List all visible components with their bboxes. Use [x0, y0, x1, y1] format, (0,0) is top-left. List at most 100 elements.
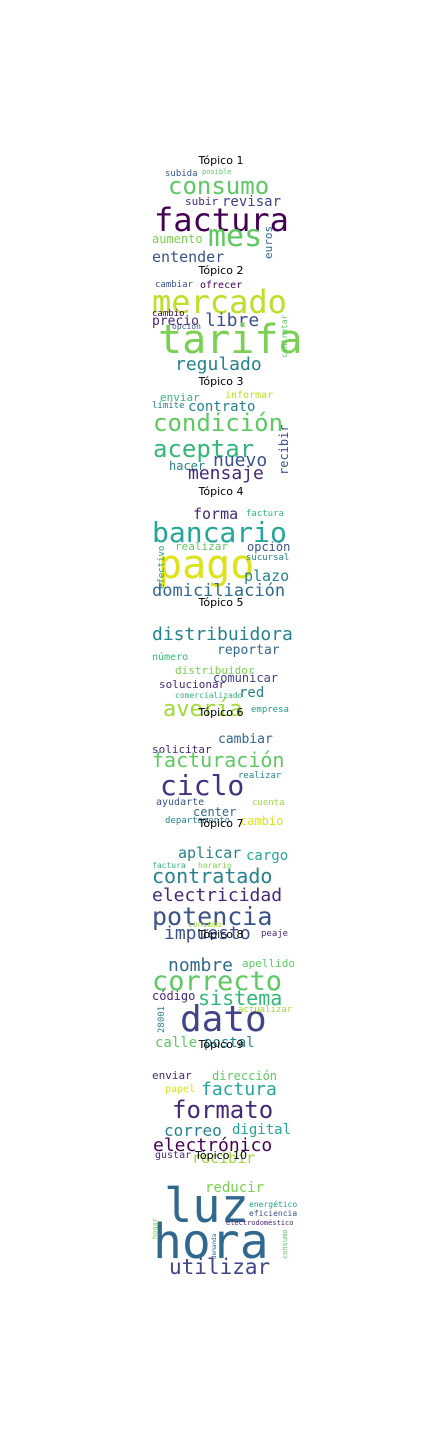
cloud-word: consumo — [188, 920, 222, 929]
cloud-word: utilizar — [169, 1255, 271, 1279]
cloud-word: facturación — [152, 748, 285, 772]
cloud-word: recibir — [277, 424, 291, 475]
cloud-word: solucionar — [159, 678, 226, 691]
cloud-word: calle — [155, 1035, 198, 1051]
topic-title: Tópico 3 — [198, 375, 244, 388]
topic-title: Tópico 10 — [195, 1149, 247, 1162]
cloud-word: mes — [208, 219, 263, 254]
cloud-word: gustar — [155, 1150, 192, 1161]
cloud-word: nuevo — [213, 450, 268, 471]
cloud-word: nombre — [168, 955, 234, 976]
cloud-word: hora — [153, 1214, 269, 1270]
cloud-word: enviar — [152, 1069, 192, 1082]
cloud-word: consumo — [168, 172, 270, 200]
cloud-word: aumento — [152, 232, 203, 246]
topic-title: Tópico 5 — [198, 596, 244, 609]
cloud-word: hacer — [169, 459, 206, 473]
cloud-word: impuesto — [164, 923, 251, 944]
cloud-word: forma — [193, 505, 239, 523]
cloud-word: reducir — [205, 1180, 265, 1196]
cloud-word: sistema — [198, 986, 283, 1010]
cloud-word: sucursal — [246, 553, 290, 563]
cloud-word: comercializado — [175, 691, 243, 700]
cloud-word: número — [152, 652, 189, 663]
cloud-word: solicitar — [152, 743, 212, 756]
cloud-word: subida — [165, 169, 198, 179]
topic-cloud-10: Tópico 10 reducir luz energético eficiencia e… — [150, 1149, 297, 1278]
topic-title: Tópico 1 — [198, 154, 244, 167]
cloud-word: recibir — [192, 1149, 256, 1167]
cloud-word: factura — [246, 509, 284, 519]
cloud-word: reportar — [217, 643, 280, 658]
cloud-word: potencia — [152, 902, 273, 931]
cloud-word: cambiar — [218, 732, 273, 747]
cloud-word: aceptar — [153, 435, 255, 463]
topic-cloud-5: Tópico 5 distribuidora reportar número distr… — [150, 596, 293, 722]
cloud-word: energético — [249, 1200, 298, 1209]
topic-title: Tópico 7 — [198, 817, 244, 830]
cloud-word: correcto — [152, 966, 283, 997]
cloud-word: condición — [153, 409, 284, 437]
cloud-word: digital — [232, 1122, 292, 1138]
cloud-word: peaje — [261, 929, 289, 939]
cloud-word: apellido — [242, 957, 295, 970]
cloud-word: cargo — [246, 848, 289, 864]
cloud-word: distribuidora — [152, 624, 293, 645]
cloud-word: límite — [152, 401, 185, 411]
cloud-word: informar — [225, 390, 274, 401]
cloud-word: departamento — [165, 816, 231, 826]
cloud-word: empresa — [251, 705, 289, 715]
cloud-word: 28001 — [157, 1005, 167, 1033]
cloud-word: horario — [198, 861, 232, 870]
cloud-word: opción — [172, 322, 201, 331]
topic-cloud-1: Tópico 1 subida posible consumo subir revisar… — [150, 154, 292, 276]
topic-cloud-6: Tópico 6 cambiar solicitar facturación ciclo… — [150, 706, 292, 828]
cloud-word: plazo — [244, 567, 290, 585]
topic-title: Tópico 9 — [198, 1038, 244, 1051]
cloud-word: cambio — [240, 814, 284, 828]
cloud-word: código — [152, 989, 196, 1003]
cloud-word: actualizar — [238, 1005, 293, 1015]
cloud-word: electrodoméstico — [226, 1219, 294, 1227]
cloud-word: avería — [163, 697, 243, 722]
cloud-word: luz — [164, 1179, 249, 1234]
cloud-word: contrato — [188, 399, 256, 415]
cloud-word: domiciliación — [152, 581, 286, 601]
topic-title: Tópico 2 — [198, 264, 244, 277]
topic-cloud-2: Tópico 2 cambiar ofrecer mercado cambio preci… — [150, 264, 303, 386]
cloud-word: papel — [165, 1084, 196, 1095]
cloud-word: libre — [205, 310, 260, 331]
topic-cloud-8: Tópico 8 nombre apellido correcto sistema cód… — [150, 928, 295, 1051]
cloud-word: cuenta — [252, 798, 285, 808]
cloud-word: ayudarte — [156, 797, 205, 808]
cloud-word: correo — [164, 1121, 222, 1140]
cloud-word: entender — [152, 248, 225, 266]
cloud-word: bancario — [152, 516, 287, 549]
cloud-word: aplicar — [178, 844, 242, 862]
topic-title: Tópico 6 — [198, 706, 244, 719]
cloud-word: mercado — [152, 283, 287, 321]
topic-cloud-9: Tópico 9 enviar dirección papel factura forma… — [150, 1038, 292, 1166]
cloud-word: precio — [152, 314, 199, 329]
cloud-word: cambio — [152, 309, 185, 319]
topic-cloud-7: Tópico 7 aplicar cargo factura horario contra… — [150, 817, 292, 943]
cloud-word: distribuidor — [175, 664, 255, 677]
cloud-word: ofrecer — [200, 280, 243, 291]
cloud-word: tarifa — [158, 317, 303, 363]
cloud-word: consumo — [281, 1229, 289, 1259]
cloud-word: pago — [158, 542, 255, 588]
cloud-word: contratar — [280, 314, 289, 358]
cloud-word: factura — [154, 201, 289, 239]
cloud-word: factura — [152, 861, 186, 870]
cloud-word: posible — [202, 168, 232, 176]
topic-cloud-4: Tópico 4 forma factura bancario realizar opci… — [150, 485, 292, 607]
cloud-word: enviar — [160, 391, 200, 404]
cloud-word: realizar — [238, 771, 282, 781]
cloud-word: red — [239, 685, 265, 701]
cloud-word: revisar — [222, 194, 282, 210]
cloud-word: postal — [204, 1035, 255, 1051]
cloud-word: euros — [262, 225, 275, 259]
cloud-word: ciclo — [160, 769, 245, 802]
cloud-word: contratado — [152, 864, 273, 888]
cloud-word: factura — [201, 1079, 277, 1100]
